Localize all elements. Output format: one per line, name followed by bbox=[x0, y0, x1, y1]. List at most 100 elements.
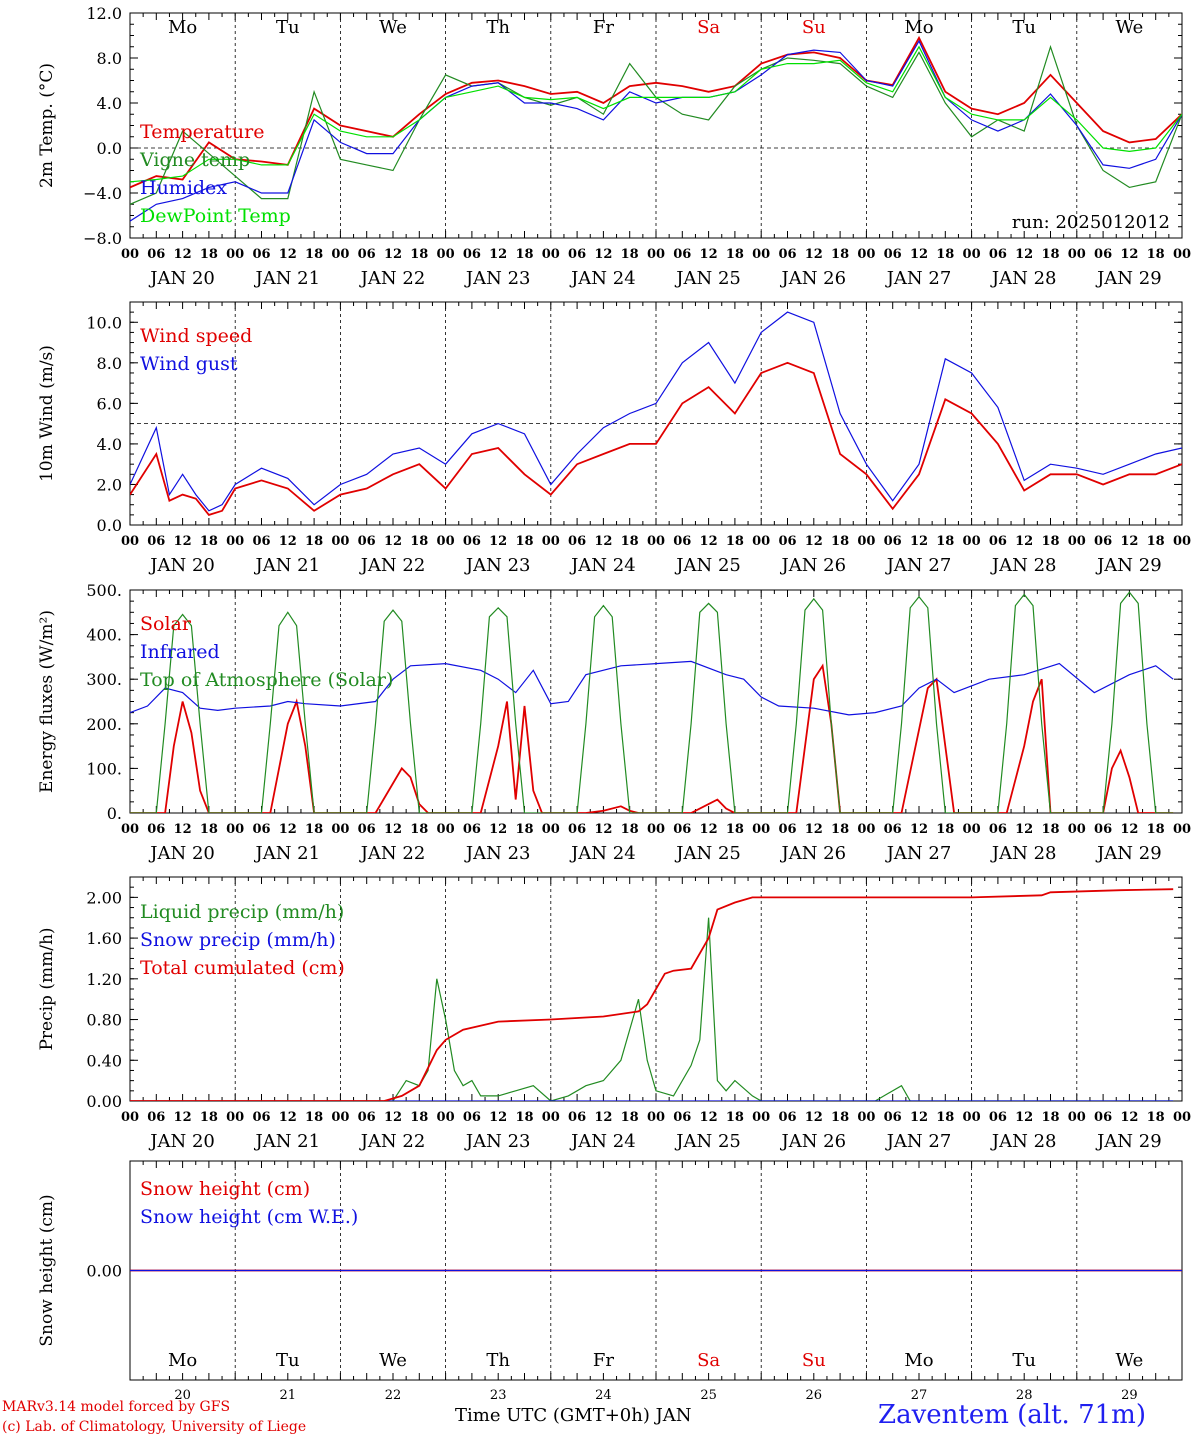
series-line-dewpoint-temp bbox=[130, 45, 1182, 183]
hour-label: 12 bbox=[805, 1110, 823, 1125]
hour-label: 12 bbox=[594, 247, 612, 262]
hour-label: 12 bbox=[700, 247, 718, 262]
day-name: Tu bbox=[1012, 17, 1036, 38]
hour-label: 00 bbox=[647, 1110, 665, 1125]
date-label: JAN 21 bbox=[254, 555, 321, 576]
day-name: Tu bbox=[276, 17, 300, 38]
hour-label: 00 bbox=[752, 822, 770, 837]
y-tick-label: 500. bbox=[86, 581, 122, 600]
hour-label: 12 bbox=[384, 1110, 402, 1125]
y-tick-label: 4.0 bbox=[97, 435, 122, 454]
hour-label: 12 bbox=[489, 1110, 507, 1125]
panel-1: 12.0 8.0 4.0 0.0 −4.0 −8.0 2m Temp. (°C) 00 06 12… bbox=[37, 4, 1191, 289]
hour-label: 18 bbox=[515, 1110, 533, 1125]
hour-label: 12 bbox=[489, 247, 507, 262]
legend-entry: Humidex bbox=[140, 177, 227, 199]
legend-entry: Wind speed bbox=[140, 325, 252, 347]
lab-credit: (c) Lab. of Climatology, University of L… bbox=[2, 1419, 307, 1435]
hour-label: 06 bbox=[568, 822, 586, 837]
hour-label: 06 bbox=[1094, 534, 1112, 549]
hour-label: 18 bbox=[1041, 247, 1059, 262]
hour-label: 12 bbox=[594, 1110, 612, 1125]
hour-label: 00 bbox=[1068, 534, 1086, 549]
date-label: JAN 22 bbox=[359, 268, 426, 289]
hour-label: 12 bbox=[279, 1110, 297, 1125]
y-axis-label: 10m Wind (m/s) bbox=[37, 345, 57, 482]
y-tick-label: 100. bbox=[86, 759, 122, 778]
hour-label: 06 bbox=[252, 1110, 270, 1125]
hour-label: 18 bbox=[621, 822, 639, 837]
hour-label: 06 bbox=[778, 534, 796, 549]
date-label: JAN 24 bbox=[569, 843, 636, 864]
y-tick-label: 0.0 bbox=[97, 139, 122, 158]
hour-label: 00 bbox=[437, 247, 455, 262]
hour-label: 06 bbox=[884, 534, 902, 549]
date-label: JAN 22 bbox=[359, 1131, 426, 1152]
hour-label: 00 bbox=[857, 534, 875, 549]
hour-label: 18 bbox=[305, 247, 323, 262]
y-tick-label: 1.60 bbox=[86, 929, 122, 948]
series-line-humidex bbox=[130, 39, 1182, 222]
date-label: JAN 21 bbox=[254, 268, 321, 289]
hour-label: 00 bbox=[1173, 1110, 1191, 1125]
hour-label: 00 bbox=[1068, 822, 1086, 837]
day-number: 29 bbox=[1121, 1388, 1138, 1403]
hour-label: 06 bbox=[568, 247, 586, 262]
legend-entry: DewPoint Temp bbox=[140, 205, 291, 227]
hour-label: 00 bbox=[226, 1110, 244, 1125]
hour-label: 00 bbox=[963, 822, 981, 837]
day-name: Su bbox=[802, 1350, 826, 1371]
hour-label: 06 bbox=[358, 822, 376, 837]
hour-label: 12 bbox=[1120, 1110, 1138, 1125]
hour-label: 06 bbox=[989, 534, 1007, 549]
hour-label: 18 bbox=[831, 534, 849, 549]
hour-label: 12 bbox=[910, 247, 928, 262]
hour-label: 00 bbox=[857, 822, 875, 837]
hour-label: 06 bbox=[358, 534, 376, 549]
hour-label: 06 bbox=[463, 534, 481, 549]
hour-label: 12 bbox=[174, 822, 192, 837]
hour-label: 00 bbox=[437, 534, 455, 549]
hour-label: 00 bbox=[121, 1110, 139, 1125]
date-label: JAN 23 bbox=[464, 1131, 531, 1152]
hour-label: 00 bbox=[1173, 822, 1191, 837]
hour-label: 00 bbox=[121, 247, 139, 262]
day-name: Sa bbox=[697, 17, 720, 38]
hour-label: 06 bbox=[568, 1110, 586, 1125]
y-axis-label: Energy fluxes (W/m²) bbox=[37, 610, 57, 793]
series-line-wind-speed bbox=[130, 361, 1182, 516]
hour-label: 06 bbox=[252, 534, 270, 549]
hour-label: 00 bbox=[437, 1110, 455, 1125]
hour-label: 00 bbox=[963, 247, 981, 262]
series-line-wind-gust bbox=[130, 311, 1182, 512]
hour-label: 00 bbox=[752, 534, 770, 549]
y-tick-label: 10.0 bbox=[86, 313, 122, 332]
date-label: JAN 29 bbox=[1095, 1131, 1162, 1152]
hour-label: 06 bbox=[358, 247, 376, 262]
hour-label: 18 bbox=[1147, 534, 1165, 549]
hour-label: 18 bbox=[726, 822, 744, 837]
day-name: Mo bbox=[904, 17, 933, 38]
date-label: JAN 28 bbox=[990, 843, 1057, 864]
hour-label: 18 bbox=[621, 534, 639, 549]
hour-label: 12 bbox=[1120, 822, 1138, 837]
hour-label: 06 bbox=[884, 247, 902, 262]
y-tick-label: −8.0 bbox=[83, 229, 122, 248]
date-label: JAN 25 bbox=[674, 268, 741, 289]
hour-label: 12 bbox=[910, 534, 928, 549]
legend-entry: Vigne temp bbox=[139, 149, 250, 171]
hour-label: 18 bbox=[305, 1110, 323, 1125]
date-label: JAN 28 bbox=[990, 268, 1057, 289]
hour-label: 06 bbox=[463, 247, 481, 262]
hour-label: 12 bbox=[805, 534, 823, 549]
date-label: JAN 29 bbox=[1095, 268, 1162, 289]
y-tick-label: 0.0 bbox=[97, 516, 122, 535]
hour-label: 06 bbox=[1094, 247, 1112, 262]
series-line-top-of-atmosphere-solar bbox=[130, 591, 1174, 813]
hour-label: 00 bbox=[542, 1110, 560, 1125]
series-line-liquid-precip-mm-h bbox=[130, 917, 1174, 1101]
hour-label: 18 bbox=[936, 1110, 954, 1125]
y-tick-label: 8.0 bbox=[97, 49, 122, 68]
legend-entry: Snow height (cm) bbox=[140, 1178, 310, 1200]
date-label: JAN 26 bbox=[780, 555, 847, 576]
